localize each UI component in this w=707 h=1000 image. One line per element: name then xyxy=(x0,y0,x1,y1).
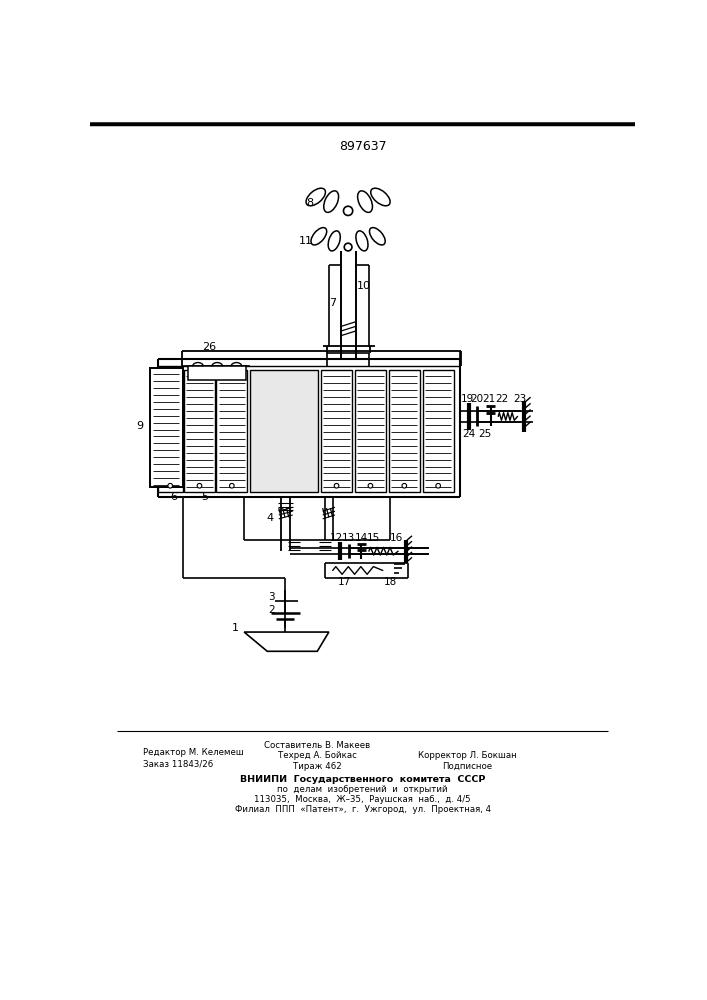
Text: 16: 16 xyxy=(390,533,403,543)
Text: 3: 3 xyxy=(268,592,274,602)
Text: Корректор Л. Бокшан: Корректор Л. Бокшан xyxy=(418,751,517,760)
Circle shape xyxy=(334,483,339,488)
Text: 897637: 897637 xyxy=(339,140,387,153)
Text: 20: 20 xyxy=(470,394,484,404)
Bar xyxy=(150,368,182,487)
Text: 6: 6 xyxy=(170,492,177,502)
Text: Техред А. Бойкас: Техред А. Бойкас xyxy=(278,751,357,760)
Text: 25: 25 xyxy=(478,429,491,439)
Text: ВНИИПИ  Государственного  комитета  СССР: ВНИИПИ Государственного комитета СССР xyxy=(240,774,486,784)
Ellipse shape xyxy=(358,191,373,212)
Text: 4: 4 xyxy=(266,513,273,523)
Text: 113035,  Москва,  Ж–35,  Раушская  наб.,  д. 4/5: 113035, Москва, Ж–35, Раушская наб., д. … xyxy=(255,795,471,804)
Text: Редактор М. Келемеш: Редактор М. Келемеш xyxy=(143,748,243,757)
Text: 18: 18 xyxy=(384,577,397,587)
Text: 19: 19 xyxy=(461,394,474,404)
Text: 12: 12 xyxy=(330,533,343,543)
Circle shape xyxy=(402,483,407,488)
Bar xyxy=(184,370,215,492)
Bar xyxy=(158,370,182,492)
Text: по  делам  изобретений  и  открытий: по делам изобретений и открытий xyxy=(277,785,448,794)
Text: 7: 7 xyxy=(329,298,337,308)
Text: Подписное: Подписное xyxy=(443,762,493,771)
Text: 22: 22 xyxy=(496,394,509,404)
Circle shape xyxy=(436,483,440,488)
Text: 23: 23 xyxy=(513,394,527,404)
Text: 5: 5 xyxy=(201,492,209,502)
Text: 10: 10 xyxy=(356,281,370,291)
Circle shape xyxy=(344,206,353,215)
Text: 17: 17 xyxy=(338,577,351,587)
Ellipse shape xyxy=(328,231,340,251)
Circle shape xyxy=(230,483,234,488)
Text: 26: 26 xyxy=(202,342,216,352)
Ellipse shape xyxy=(306,188,325,206)
Text: 2: 2 xyxy=(268,605,274,615)
Polygon shape xyxy=(244,632,329,651)
Text: 9: 9 xyxy=(136,421,144,431)
Circle shape xyxy=(368,483,373,488)
Bar xyxy=(188,366,246,380)
Bar xyxy=(321,370,352,492)
Text: 15: 15 xyxy=(367,533,380,543)
Bar xyxy=(389,370,420,492)
Text: Филиал  ППП  «Патент»,  г.  Ужгород,  ул.  Проектная, 4: Филиал ППП «Патент», г. Ужгород, ул. Про… xyxy=(235,805,491,814)
Bar xyxy=(355,370,386,492)
Ellipse shape xyxy=(370,228,385,245)
Circle shape xyxy=(344,243,352,251)
Text: 11: 11 xyxy=(299,236,312,246)
Ellipse shape xyxy=(324,191,339,212)
Ellipse shape xyxy=(370,188,390,206)
Ellipse shape xyxy=(356,231,368,251)
Text: 21: 21 xyxy=(482,394,496,404)
Text: 13: 13 xyxy=(342,533,356,543)
Text: 8: 8 xyxy=(306,198,313,208)
Text: 14: 14 xyxy=(354,533,368,543)
Text: Составитель В. Макеев: Составитель В. Макеев xyxy=(264,741,370,750)
Bar xyxy=(250,370,318,492)
Text: 24: 24 xyxy=(462,429,476,439)
Text: Заказ 11843/26: Заказ 11843/26 xyxy=(143,759,213,768)
Bar xyxy=(423,370,454,492)
Circle shape xyxy=(168,483,173,488)
Text: Тираж 462: Тираж 462 xyxy=(293,762,341,771)
Bar xyxy=(216,370,247,492)
Circle shape xyxy=(197,483,201,488)
Ellipse shape xyxy=(311,228,327,245)
Text: 1: 1 xyxy=(231,623,238,633)
